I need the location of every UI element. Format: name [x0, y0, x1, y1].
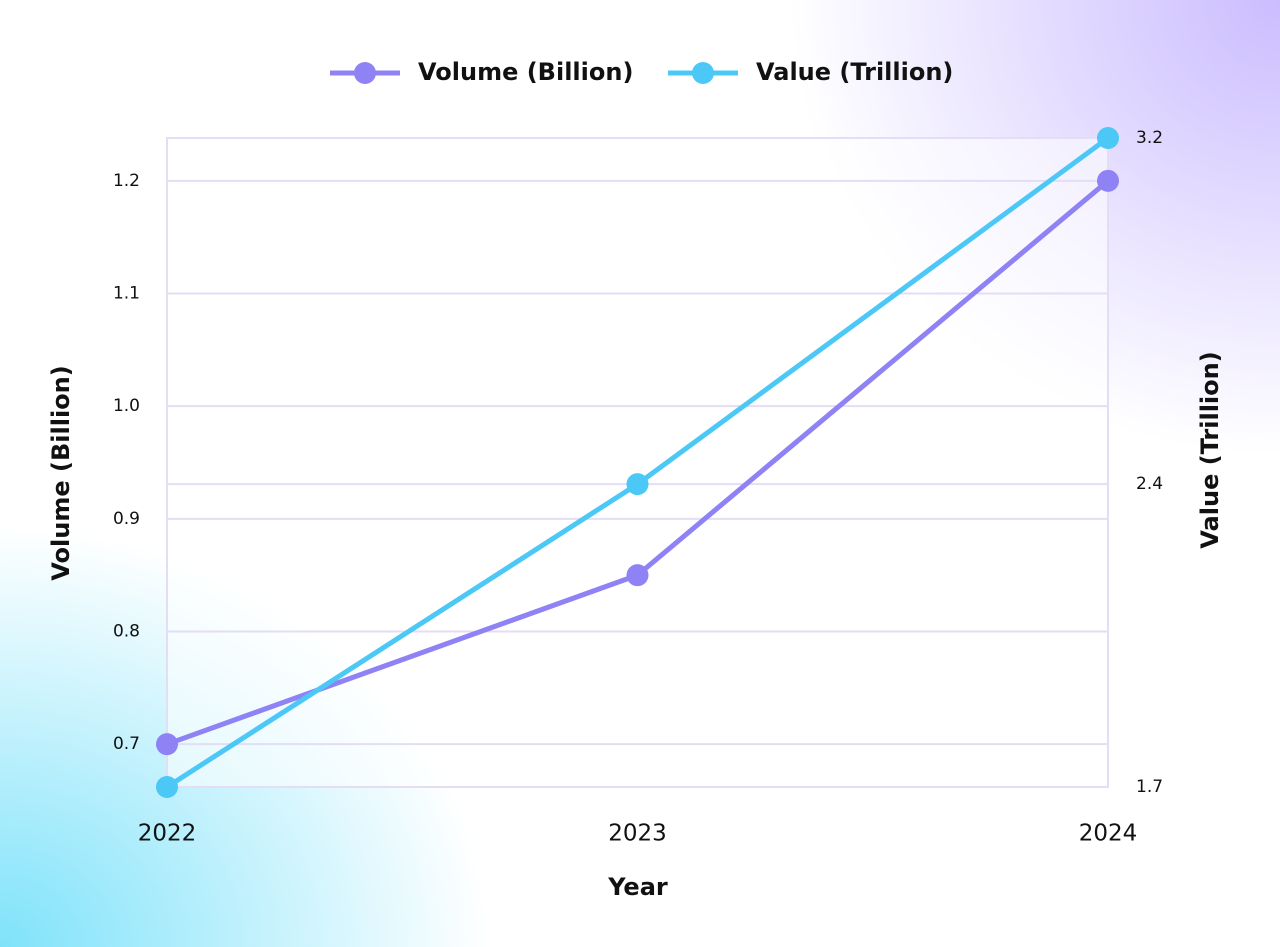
x-axis-title: Year	[607, 873, 668, 901]
y-tick-label: 1.1	[113, 283, 140, 303]
legend-label: Value (Trillion)	[756, 58, 953, 86]
data-point	[156, 733, 178, 756]
x-tick-label: 2024	[1079, 821, 1138, 847]
y-tick-label: 0.8	[113, 622, 140, 642]
x-tick-label: 2022	[138, 821, 197, 847]
legend-swatch-dot	[354, 62, 376, 84]
data-point	[626, 564, 649, 587]
plot-frame	[166, 137, 1109, 788]
y2-axis-title: Value (Trillion)	[1196, 351, 1224, 548]
y-tick-label: 1.2	[113, 171, 140, 191]
x-tick-label: 2023	[608, 821, 667, 847]
y-tick-label: 1.0	[113, 396, 140, 416]
y2-tick-label: 1.7	[1136, 777, 1163, 797]
data-point	[626, 473, 649, 496]
y-tick-label: 0.9	[113, 509, 140, 529]
legend-swatch-dot	[692, 62, 714, 84]
y-axis-title: Volume (Billion)	[47, 365, 75, 580]
y2-tick-label: 3.2	[1136, 128, 1163, 148]
data-point	[1097, 127, 1119, 149]
y-tick-label: 0.7	[113, 734, 140, 754]
legend-label: Volume (Billion)	[418, 58, 633, 86]
data-point	[156, 776, 178, 798]
data-point	[1097, 169, 1119, 192]
y2-tick-label: 2.4	[1136, 474, 1163, 494]
